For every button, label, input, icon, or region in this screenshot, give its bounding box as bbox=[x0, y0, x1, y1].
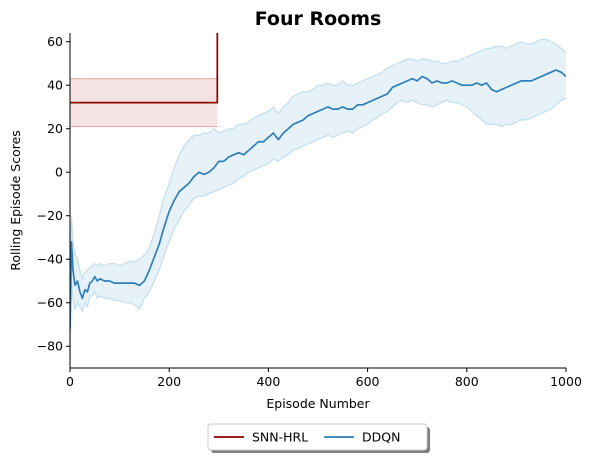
y-tick-label: −20 bbox=[37, 208, 63, 223]
y-tick-label: −80 bbox=[37, 339, 63, 354]
series-lines bbox=[70, 33, 566, 329]
y-tick-label: −60 bbox=[37, 295, 63, 310]
x-tick-label: 400 bbox=[256, 374, 280, 389]
y-tick-label: 0 bbox=[55, 165, 63, 180]
x-tick-label: 600 bbox=[356, 374, 380, 389]
ddqn-band-lower bbox=[70, 97, 566, 368]
legend-label-ddqn: DDQN bbox=[362, 430, 400, 445]
x-tick-label: 800 bbox=[455, 374, 479, 389]
y-tick-label: 60 bbox=[47, 34, 63, 49]
legend: SNN-HRL DDQN bbox=[207, 423, 430, 453]
ddqn-band bbox=[70, 39, 566, 368]
y-axis-label: Rolling Episode Scores bbox=[8, 130, 23, 271]
ddqn-band-upper bbox=[70, 38, 566, 281]
snn-hrl-line bbox=[70, 33, 219, 104]
y-tick-label: 20 bbox=[47, 121, 63, 136]
axes bbox=[69, 33, 566, 369]
y-axis-ticks: −80 −60 −40 −20 0 20 40 60 bbox=[37, 34, 70, 354]
x-axis-label: Episode Number bbox=[266, 396, 370, 411]
x-tick-label: 200 bbox=[157, 374, 181, 389]
y-tick-label: 40 bbox=[47, 78, 63, 93]
x-tick-label: 0 bbox=[66, 374, 74, 389]
chart-title: Four Rooms bbox=[255, 8, 382, 30]
x-tick-label: 1000 bbox=[550, 374, 582, 389]
legend-label-snn-hrl: SNN-HRL bbox=[252, 430, 308, 445]
legend-box bbox=[207, 423, 428, 451]
x-axis-ticks: 0 200 400 600 800 1000 bbox=[66, 368, 582, 389]
y-tick-label: −40 bbox=[37, 252, 63, 267]
ddqn-line bbox=[70, 69, 566, 329]
